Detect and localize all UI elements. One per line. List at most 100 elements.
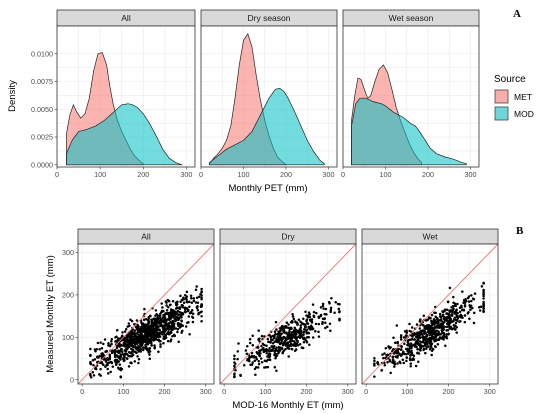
scatter-point [416,331,419,334]
scatter-point [237,342,240,345]
scatter-point [275,338,278,342]
scatter-point [409,347,412,350]
scatter-point [296,323,299,326]
scatter-point [396,351,399,355]
scatter-point [300,334,303,338]
scatter-point [124,327,128,331]
scatter-point [417,360,420,364]
scatter-point [236,357,239,361]
scatter-point [247,357,250,361]
scatter-point [382,356,385,360]
panel-label-a: A [513,8,521,20]
scatter-point [471,306,474,310]
scatter-point [257,337,261,341]
scatter-point [133,329,137,332]
scatter-point [305,336,309,339]
scatter-point [135,332,139,335]
one-to-one-line [77,243,215,385]
scatter-point [131,338,135,342]
scatter-point [433,321,436,325]
legend-label-mod: MOD [514,109,534,119]
scatter-point [444,317,448,321]
scatter-point [129,361,132,364]
scatter-point [273,334,276,337]
scatter-point [447,325,450,328]
scatter-point [108,344,111,347]
scatter-point [156,327,159,330]
x-tick-label: 300 [200,387,212,396]
scatter-point [181,305,184,309]
scatter-point [159,319,163,323]
scatter-point [200,287,203,291]
x-tick-label: 100 [94,170,106,179]
scatter-point [113,359,117,362]
scatter-point [275,346,278,350]
scatter-point [444,344,447,347]
scatter-point [322,307,325,310]
scatter-point [108,353,112,356]
scatter-point [329,306,333,310]
scatter-point [380,368,384,372]
scatter-point [150,344,153,347]
scatter-point [150,331,154,335]
scatter-point [418,320,422,323]
scatter-point [470,294,473,297]
y-tick-label: 0.0025 [31,133,53,142]
scatter-point [125,353,129,356]
scatter-point [275,369,278,373]
scatter-point [449,317,452,321]
scatter-point [317,335,321,338]
scatter-point [450,314,454,318]
scatter-point [137,341,140,344]
scatter-point [153,347,156,350]
scatter-point [270,345,274,348]
scatter-point [144,328,147,331]
scatter-point [145,341,149,344]
scatter-point [294,334,297,338]
scatter-point [176,327,180,331]
scatter-point [153,317,156,321]
one-to-one-line [361,243,499,385]
scatter-point [250,351,254,355]
scatter-point [441,336,445,340]
scatter-point [143,307,146,311]
scatter-point [258,353,261,357]
scatter-point [403,342,406,346]
y-axis-title: Measured Monthly ET (mm) [45,255,56,373]
scatter-point [167,317,170,321]
scatter-point [456,317,460,320]
scatter-point [326,325,329,329]
scatter-point [321,317,325,320]
scatter-point [311,303,315,306]
scatter-point [314,322,318,326]
scatter-point [174,312,177,316]
scatter-point [177,318,180,322]
scatter-point [115,344,119,348]
scatter-point [471,297,475,300]
x-tick-label: 300 [342,387,354,396]
scatter-point [409,362,413,365]
scatter-point [130,351,133,354]
scatter-point [381,353,384,356]
scatter-point [412,354,416,358]
scatter-point [154,314,157,317]
scatter-point [384,346,388,350]
scatter-point [402,336,406,339]
scatter-point [158,335,162,338]
scatter-point [430,335,434,338]
scatter-point [158,322,161,325]
scatter-point [373,357,376,360]
scatter-point [282,349,286,352]
x-tick-label: 0 [55,170,59,179]
scatter-point [427,345,430,348]
scatter-point [451,308,455,312]
x-tick-label: 200 [443,387,455,396]
scatter-point [452,324,456,327]
scatter-point [305,322,309,325]
scatter-point [458,310,462,313]
scatter-point [187,315,191,318]
scatter-point [165,304,168,307]
scatter-point [127,340,130,343]
scatter-point [113,351,116,354]
scatter-point [478,309,482,312]
